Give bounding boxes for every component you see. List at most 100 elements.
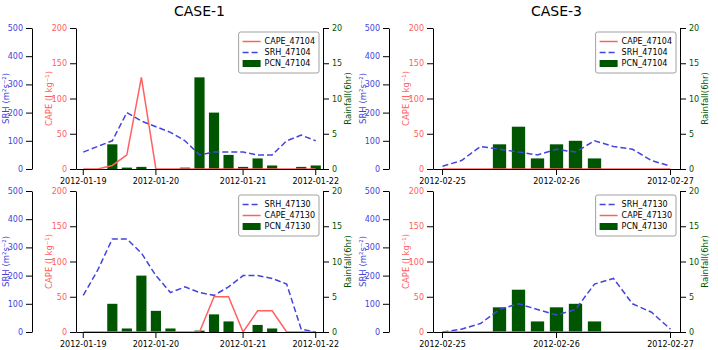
chart-root: 2012-01-19 2012-01-20 2012-01-21 2012-01-22… xyxy=(0,0,718,350)
y2-axis-title: CAPE (J kg⁻¹) xyxy=(401,71,411,126)
tick-label: 2012-02-27 xyxy=(647,340,694,349)
tick-mark xyxy=(323,191,329,192)
tick: 5 xyxy=(680,130,694,139)
y3-axis: 05101520 xyxy=(323,187,342,337)
tick-label: 15 xyxy=(689,59,699,68)
legend-swatch xyxy=(243,204,261,206)
tick-label: 0 xyxy=(375,328,380,337)
y2-axis: 050100150200 xyxy=(409,24,434,174)
tick-label: 2012-01-21 xyxy=(220,177,267,186)
tick: 200 xyxy=(409,24,433,33)
tick: 10 xyxy=(680,258,699,267)
tick-mark xyxy=(70,169,76,170)
tick: 150 xyxy=(409,59,433,68)
tick-mark xyxy=(26,169,32,170)
tick: 0 xyxy=(680,328,694,337)
tick-mark xyxy=(427,28,433,29)
tick: 100 xyxy=(52,258,76,267)
tick-label: 2012-01-19 xyxy=(60,177,107,186)
legend-item: CAPE_47104 xyxy=(243,37,315,46)
y-axis: 0100200300400500 xyxy=(365,187,390,337)
y-axis-title: SRH (m²s⁻²) xyxy=(358,73,368,124)
tick-mark xyxy=(383,219,389,220)
tick: 0 xyxy=(62,165,76,174)
legend-swatch xyxy=(600,52,618,54)
tick-mark xyxy=(680,99,686,100)
tick-label: 50 xyxy=(414,130,424,139)
tick-mark xyxy=(26,247,32,248)
tick-label: 10 xyxy=(689,95,699,104)
legend-item: SRH_47104 xyxy=(600,48,668,57)
tick-label: 2012-01-22 xyxy=(292,340,339,349)
tick: 400 xyxy=(8,215,32,224)
tick: 5 xyxy=(323,293,337,302)
line xyxy=(83,239,315,332)
y-axis-title: SRH (m²s⁻²) xyxy=(1,236,11,287)
tick-label: 2012-01-20 xyxy=(133,177,180,186)
tick-label: 400 xyxy=(8,52,23,61)
tick-label: 5 xyxy=(332,130,337,139)
tick-label: 200 xyxy=(52,187,67,196)
legend-item: CAPE_47130 xyxy=(243,211,315,220)
tick: 0 xyxy=(419,328,433,337)
legend-label: CAPE_47130 xyxy=(265,211,315,220)
legend-box xyxy=(596,195,676,236)
tick-label: 0 xyxy=(18,328,23,337)
legend-swatch xyxy=(243,223,261,230)
tick-mark xyxy=(26,191,32,192)
tick-mark xyxy=(323,134,329,135)
tick-mark xyxy=(427,169,433,170)
legend-label: PCN_47130 xyxy=(265,222,311,231)
y3-axis-title: Rainfall(6hr) xyxy=(700,72,710,125)
legend-swatch xyxy=(600,60,618,67)
legend-swatch xyxy=(600,204,618,206)
tick-label: 2012-02-27 xyxy=(647,177,694,186)
title: CASE-1 xyxy=(174,3,225,19)
tick-label: 50 xyxy=(57,293,67,302)
y2-axis-title: CAPE (J kg⁻¹) xyxy=(44,234,54,289)
y-axis: 0100200300400500 xyxy=(365,24,390,174)
x-axis: 2012-01-19 2012-01-20 2012-01-21 2012-01-22 xyxy=(60,332,339,349)
tick: 100 xyxy=(8,300,32,309)
tick-label: 0 xyxy=(419,328,424,337)
bar xyxy=(122,168,132,169)
tick: 200 xyxy=(52,24,76,33)
tick-label: 20 xyxy=(332,24,342,33)
legend-swatch xyxy=(600,223,618,230)
legend-item: PCN_47130 xyxy=(243,222,311,231)
legend-box xyxy=(239,32,319,73)
axis-line xyxy=(77,169,324,170)
tick-mark xyxy=(427,262,433,263)
panel: 2012-01-19 2012-01-20 2012-01-21 2012-01-22… xyxy=(1,187,353,349)
tick-mark xyxy=(70,191,76,192)
tick-label: 20 xyxy=(689,24,699,33)
tick-label: 2012-01-19 xyxy=(60,340,107,349)
y2-axis-title: CAPE (J kg⁻¹) xyxy=(44,71,54,126)
tick-label: 150 xyxy=(409,222,424,231)
tick: 10 xyxy=(323,95,342,104)
bar xyxy=(223,321,233,332)
tick: 300 xyxy=(365,80,389,89)
tick-mark xyxy=(70,134,76,135)
line xyxy=(443,278,671,332)
legend-swatch xyxy=(243,60,261,67)
panel: 2012-01-192012-01-202012-01-212012-01-22… xyxy=(1,3,353,186)
tick-label: 5 xyxy=(689,293,694,302)
legend-label: PCN_47130 xyxy=(622,222,668,231)
bar xyxy=(253,158,263,169)
tick: 0 xyxy=(375,165,389,174)
tick-label: 15 xyxy=(689,222,699,231)
legend-swatch xyxy=(243,52,261,54)
tick-mark xyxy=(70,99,76,100)
tick: 2012-01-20 xyxy=(133,169,180,186)
tick-mark xyxy=(323,297,329,298)
tick-label: 2012-01-20 xyxy=(133,340,180,349)
tick-mark xyxy=(383,84,389,85)
bar xyxy=(136,276,146,332)
tick-mark xyxy=(70,226,76,227)
tick-label: 100 xyxy=(52,258,67,267)
y-axis-title: SRH (m²s⁻²) xyxy=(358,236,368,287)
tick: 2012-01-21 xyxy=(220,332,267,349)
tick-label: 0 xyxy=(62,328,67,337)
bar xyxy=(569,304,582,332)
